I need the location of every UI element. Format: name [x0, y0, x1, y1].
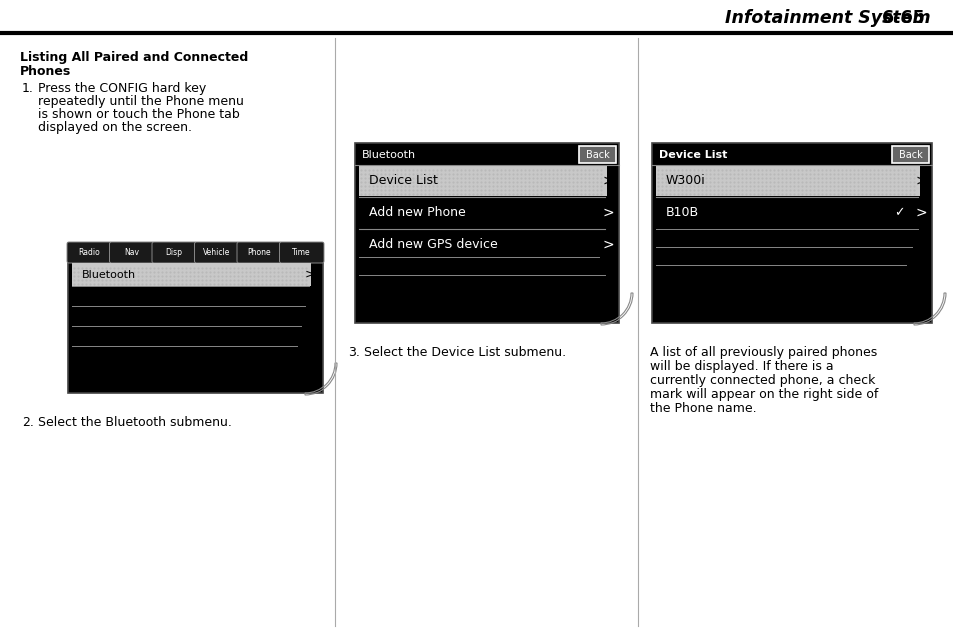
Text: 2.: 2.: [22, 416, 34, 429]
FancyBboxPatch shape: [67, 242, 112, 263]
FancyBboxPatch shape: [279, 242, 324, 263]
Text: Add new Phone: Add new Phone: [369, 207, 465, 219]
FancyBboxPatch shape: [355, 143, 618, 323]
FancyBboxPatch shape: [578, 146, 616, 163]
Text: >: >: [602, 238, 614, 252]
Text: Radio: Radio: [78, 248, 100, 257]
Text: currently connected phone, a check: currently connected phone, a check: [649, 374, 875, 387]
FancyBboxPatch shape: [651, 143, 931, 323]
FancyBboxPatch shape: [236, 242, 281, 263]
FancyBboxPatch shape: [71, 263, 311, 286]
FancyBboxPatch shape: [358, 166, 606, 196]
Text: Device List: Device List: [369, 175, 437, 188]
Text: Nav: Nav: [124, 248, 139, 257]
FancyBboxPatch shape: [656, 166, 919, 196]
Text: is shown or touch the Phone tab: is shown or touch the Phone tab: [38, 108, 239, 121]
Text: Press the CONFIG hard key: Press the CONFIG hard key: [38, 82, 206, 95]
Text: Listing All Paired and Connected: Listing All Paired and Connected: [20, 51, 248, 64]
FancyBboxPatch shape: [152, 242, 196, 263]
Text: Time: Time: [293, 248, 311, 257]
Text: 3.: 3.: [348, 346, 359, 359]
Text: repeatedly until the Phone menu: repeatedly until the Phone menu: [38, 95, 244, 108]
Text: Back: Back: [585, 149, 609, 160]
Text: A list of all previously paired phones: A list of all previously paired phones: [649, 346, 877, 359]
Text: the Phone name.: the Phone name.: [649, 402, 756, 415]
Text: mark will appear on the right side of: mark will appear on the right side of: [649, 388, 878, 401]
Text: 1.: 1.: [22, 82, 34, 95]
FancyBboxPatch shape: [194, 242, 239, 263]
Text: 6-65: 6-65: [882, 9, 925, 27]
Text: Bluetooth: Bluetooth: [361, 150, 416, 160]
Text: will be displayed. If there is a: will be displayed. If there is a: [649, 360, 833, 373]
Text: Phone: Phone: [247, 248, 271, 257]
Text: Add new GPS device: Add new GPS device: [369, 239, 497, 251]
FancyBboxPatch shape: [68, 243, 323, 393]
Text: Device List: Device List: [659, 150, 726, 160]
Text: Back: Back: [898, 149, 922, 160]
Text: Select the Bluetooth submenu.: Select the Bluetooth submenu.: [38, 416, 232, 429]
Text: Phones: Phones: [20, 65, 71, 78]
Text: >: >: [602, 174, 614, 188]
FancyBboxPatch shape: [110, 242, 153, 263]
Text: Vehicle: Vehicle: [203, 248, 231, 257]
Text: Infotainment System: Infotainment System: [724, 9, 929, 27]
Text: >: >: [602, 206, 614, 220]
Text: Select the Device List submenu.: Select the Device List submenu.: [364, 346, 565, 359]
Text: B10B: B10B: [665, 207, 699, 219]
FancyBboxPatch shape: [891, 146, 928, 163]
Text: Bluetooth: Bluetooth: [82, 269, 136, 279]
Text: >: >: [915, 206, 926, 220]
Text: >: >: [915, 174, 926, 188]
Text: >: >: [305, 268, 315, 281]
Text: Disp: Disp: [166, 248, 183, 257]
Text: W300i: W300i: [665, 175, 705, 188]
Text: ✓: ✓: [893, 207, 903, 219]
Text: displayed on the screen.: displayed on the screen.: [38, 121, 192, 134]
